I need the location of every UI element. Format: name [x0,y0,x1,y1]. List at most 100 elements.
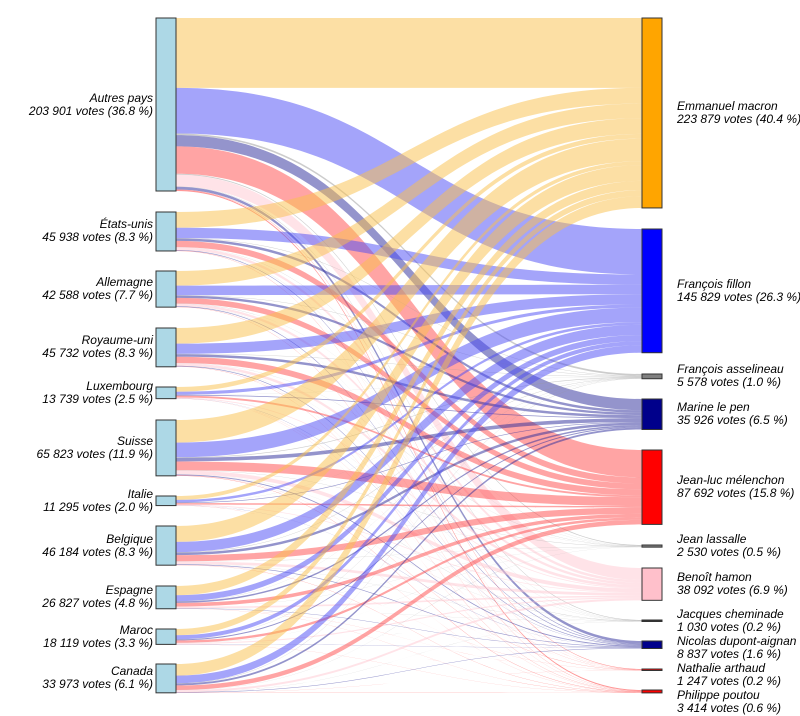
flow-3-6 [176,363,642,588]
source-node [155,211,177,252]
flow-7-7 [176,564,642,622]
source-node [155,419,177,477]
right-node-label: Philippe poutou 3 414 votes (0.6 %) [677,687,781,715]
node-name: Emmanuel macron [677,98,778,113]
node-name: Espagne [105,583,153,598]
flow-3-10 [176,366,642,692]
flow-0-4 [176,146,642,478]
source-node [155,525,177,566]
right-node-label: Nathalie arthaud 1 247 votes (0.2 %) [677,660,782,688]
source-node [155,386,177,400]
flow-10-1 [176,345,642,684]
node-votes: 18 119 votes (3.3 %) [43,635,153,650]
flow-6-3 [176,421,642,504]
right-node-label: François asselineau 5 578 votes (1.0 %) [677,363,784,389]
flow-0-9 [176,189,642,670]
node-votes: 1 030 votes (0.2 %) [677,619,782,634]
flow-4-10 [176,398,642,692]
left-node-label: Maroc 18 119 votes (3.3 %) [43,623,153,650]
node-name: Nicolas dupont-aignan [677,633,797,648]
flow-8-1 [176,335,642,602]
target-node [641,449,663,525]
flow-7-4 [176,507,642,562]
flow-10-8 [176,648,642,693]
target-node [641,228,663,354]
flow-1-4 [176,240,642,484]
node-name: Canada [110,664,153,679]
target-node [641,544,663,548]
flow-2-4 [176,297,642,490]
flow-8-4 [176,513,642,607]
right-node-label: Marine le pen 35 926 votes (6.5 %) [677,401,788,427]
flow-4-3 [176,394,642,419]
left-node-label: Canada 33 973 votes (6.1 %) [42,665,153,691]
right-node-label: Emmanuel macron 223 879 votes (40.4 %) [677,98,800,126]
node-name: Suisse [116,433,153,448]
flow-7-10 [176,564,642,693]
node-name: Jacques cheminade [677,606,784,621]
left-node-label: Suisse 65 823 votes (11.9 %) [36,433,153,461]
right-node-label: François fillon 145 829 votes (26.3 %) [677,276,800,304]
node-votes: 5 578 votes (1.0 %) [677,375,782,390]
node-votes: 2 530 votes (0.5 %) [677,545,782,560]
node-name: Benoît hamon [677,570,752,585]
flow-0-3 [176,135,642,411]
node-name: François fillon [677,276,752,291]
target-node [641,567,663,601]
flow-8-8 [176,608,642,648]
node-votes: 1 247 votes (0.2 %) [677,673,782,688]
flow-4-4 [176,395,642,498]
flow-6-8 [176,505,642,647]
flow-3-9 [176,366,642,670]
flow-5-9 [176,475,642,671]
source-node [155,270,177,308]
flow-5-5 [176,470,642,547]
node-votes: 8 837 votes (1.6 %) [677,646,782,661]
flow-3-4 [176,356,642,496]
flow-10-7 [176,621,642,693]
node-votes: 46 184 votes (8.3 %) [42,544,153,559]
node-name: Belgique [106,531,153,546]
node-votes: 11 295 votes (2.0 %) [43,499,153,514]
node-name: Jean lassalle [677,532,747,547]
source-node [155,628,177,645]
source-node [155,663,177,694]
flow-8-6 [176,595,642,609]
node-name: Nathalie arthaud [677,660,766,675]
flow-10-3 [176,427,642,686]
flow-6-5 [176,504,642,547]
node-votes: 145 829 votes (26.3 %) [677,289,800,304]
flow-5-10 [176,475,642,693]
node-votes: 42 588 votes (7.7 %) [42,288,153,303]
flow-7-9 [176,564,642,671]
target-node [641,668,663,671]
flow-6-9 [176,505,642,671]
flow-3-5 [176,362,642,547]
right-node-label: Jean-luc mélenchon 87 692 votes (15.8 %) [677,474,794,500]
flow-8-0 [176,180,642,596]
node-name: Philippe poutou [677,687,760,702]
flow-0-0 [176,18,642,88]
flow-6-0 [176,161,642,500]
target-node [641,373,663,380]
flow-8-9 [176,608,642,671]
node-votes: 38 092 votes (6.9 %) [677,583,788,598]
right-node-label: Benoît hamon 38 092 votes (6.9 %) [677,571,788,597]
flow-8-7 [176,608,642,622]
flow-9-7 [176,621,642,644]
flow-9-5 [176,546,642,643]
source-node [155,495,177,507]
flow-1-1 [176,227,642,285]
left-node-label: Autres pays 203 901 votes (36.8 %) [29,91,153,118]
flow-2-10 [176,306,642,692]
flow-5-1 [176,307,642,458]
left-node-label: États-unis 45 938 votes (8.3 %) [42,218,153,244]
flow-9-3 [176,426,642,641]
flow-9-4 [176,517,642,643]
flow-2-6 [176,303,642,586]
flow-4-5 [176,397,642,547]
right-node-label: Jacques cheminade 1 030 votes (0.2 %) [677,606,784,634]
source-node [155,585,177,610]
node-votes: 13 739 votes (2.5 %) [42,391,153,406]
